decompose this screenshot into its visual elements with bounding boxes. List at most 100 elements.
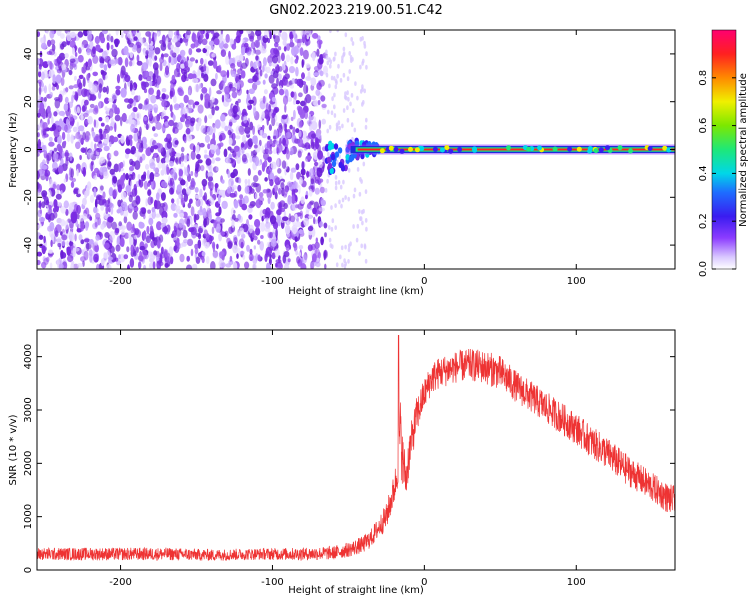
spectrogram-noise-blob [49,61,53,70]
spectrogram-band-blob [587,146,593,151]
spectrogram-noise-blob [349,101,352,107]
spectrogram-noise-blob [66,240,69,247]
spectrogram-noise-blob [37,152,40,157]
spectrogram-noise-blob [187,99,195,105]
spectrogram-noise-blob [195,163,201,172]
spectrogram-noise-blob [93,119,97,128]
spectrogram-noise-blob [267,135,271,140]
spectrogram-noise-blob [37,138,41,149]
spectrogram-noise-blob [301,34,306,42]
spectrogram-noise-blob [342,108,346,113]
spectrogram-band-blob [444,145,450,151]
spectrogram-noise-blob [241,62,248,69]
spectrogram-noise-blob [93,206,98,214]
spectrogram-noise-blob [311,120,318,131]
spectrogram-noise-blob [86,73,90,81]
spectrogram-noise-blob [100,258,105,266]
spectrogram-noise-blob [296,78,302,87]
spectrogram-noise-blob [176,197,180,206]
spectrogram-noise-blob [320,199,326,207]
spectrogram-band-blob [593,148,599,154]
spectrogram-noise-blob [171,172,178,181]
spectrogram-noise-blob [276,209,282,216]
spectrogram-noise-blob [347,168,351,173]
spectrogram-noise-blob [103,138,109,144]
spectrogram-noise-blob [114,122,117,133]
spectrogram-noise-blob [264,177,268,182]
spectrogram-noise-blob [356,223,360,229]
spectrogram-noise-blob [334,203,337,209]
spectrogram-xtick-label: -100 [261,276,284,287]
spectrogram-noise-blob [114,38,119,48]
spectrogram-noise-blob [85,243,92,250]
spectrogram-noise-blob [75,92,79,102]
spectrogram-noise-blob [235,135,241,140]
spectrogram-noise-blob [299,210,304,220]
spectrogram-noise-blob [103,145,110,152]
spectrogram-noise-blob [87,58,92,68]
spectrogram-noise-blob [255,227,261,236]
spectrogram-noise-blob [117,163,122,173]
spectrogram-noise-blob [89,253,93,263]
spectrogram-noise-blob [178,89,185,97]
spectrogram-noise-blob [276,214,281,224]
spectrogram-noise-blob [261,145,265,154]
spectrogram-noise-blob [332,57,336,62]
spectrogram-noise-blob [98,91,102,99]
spectrogram-noise-blob [218,206,222,216]
spectrogram-noise-blob [218,134,223,142]
spectrogram-noise-blob [249,35,255,42]
spectrogram-noise-blob [269,138,273,147]
spectrogram-noise-blob [161,93,166,100]
spectrogram-noise-blob [169,187,174,195]
spectrogram-noise-blob [149,254,156,261]
spectrogram-noise-blob [318,40,322,50]
spectrogram-noise-blob [285,54,291,63]
spectrogram-noise-blob [176,122,183,131]
spectrogram-noise-blob [186,134,193,142]
spectrogram-noise-blob [334,185,338,191]
spectrogram-noise-blob [93,136,99,143]
spectrogram-xtick-label: 100 [567,276,586,287]
spectrogram-noise-blob [153,32,157,42]
spectrogram-noise-blob [139,245,146,251]
spectrogram-noise-blob [293,91,297,102]
spectrogram-noise-blob [100,223,105,230]
spectrogram-noise-blob [252,96,257,106]
spectrogram-noise-blob [229,38,234,45]
spectrogram-noise-blob [244,186,250,194]
spectrogram-noise-blob [68,69,73,76]
spectrogram-noise-blob [138,74,143,81]
spectrogram-noise-blob [231,43,237,50]
spectrogram-noise-blob [239,126,245,135]
spectrogram-noise-blob [103,64,108,72]
spectrogram-noise-blob [203,154,210,160]
spectrogram-noise-blob [269,172,275,182]
spectrogram-band-blob [393,147,399,152]
spectrogram-noise-blob [116,74,121,84]
spectrogram-noise-blob [49,178,54,188]
spectrogram-noise-blob [63,103,69,112]
spectrogram-noise-blob [260,115,263,123]
spectrogram-noise-blob [312,99,318,106]
spectrogram-noise-blob [277,46,282,51]
spectrogram-noise-blob [228,181,231,188]
spectrogram-noise-blob [171,74,176,83]
spectrogram-noise-blob [252,135,258,144]
spectrogram-noise-blob [321,118,327,125]
spectrogram-noise-blob [331,96,334,102]
spectrogram-noise-blob [268,62,272,67]
spectrogram-noise-blob [306,35,309,40]
spectrogram-noise-blob [180,63,186,69]
spectrogram-noise-blob [297,137,304,148]
spectrogram-noise-blob [280,182,285,190]
spectrogram-noise-blob [49,30,55,39]
spectrogram-noise-blob [90,160,94,166]
spectrogram-noise-blob [56,56,62,65]
spectrogram-noise-blob [120,135,125,144]
snr-xtick-label: 0 [421,577,427,588]
spectrogram-noise-blob [71,94,74,104]
spectrogram-noise-blob [89,95,96,101]
spectrogram-noise-blob [292,126,296,136]
